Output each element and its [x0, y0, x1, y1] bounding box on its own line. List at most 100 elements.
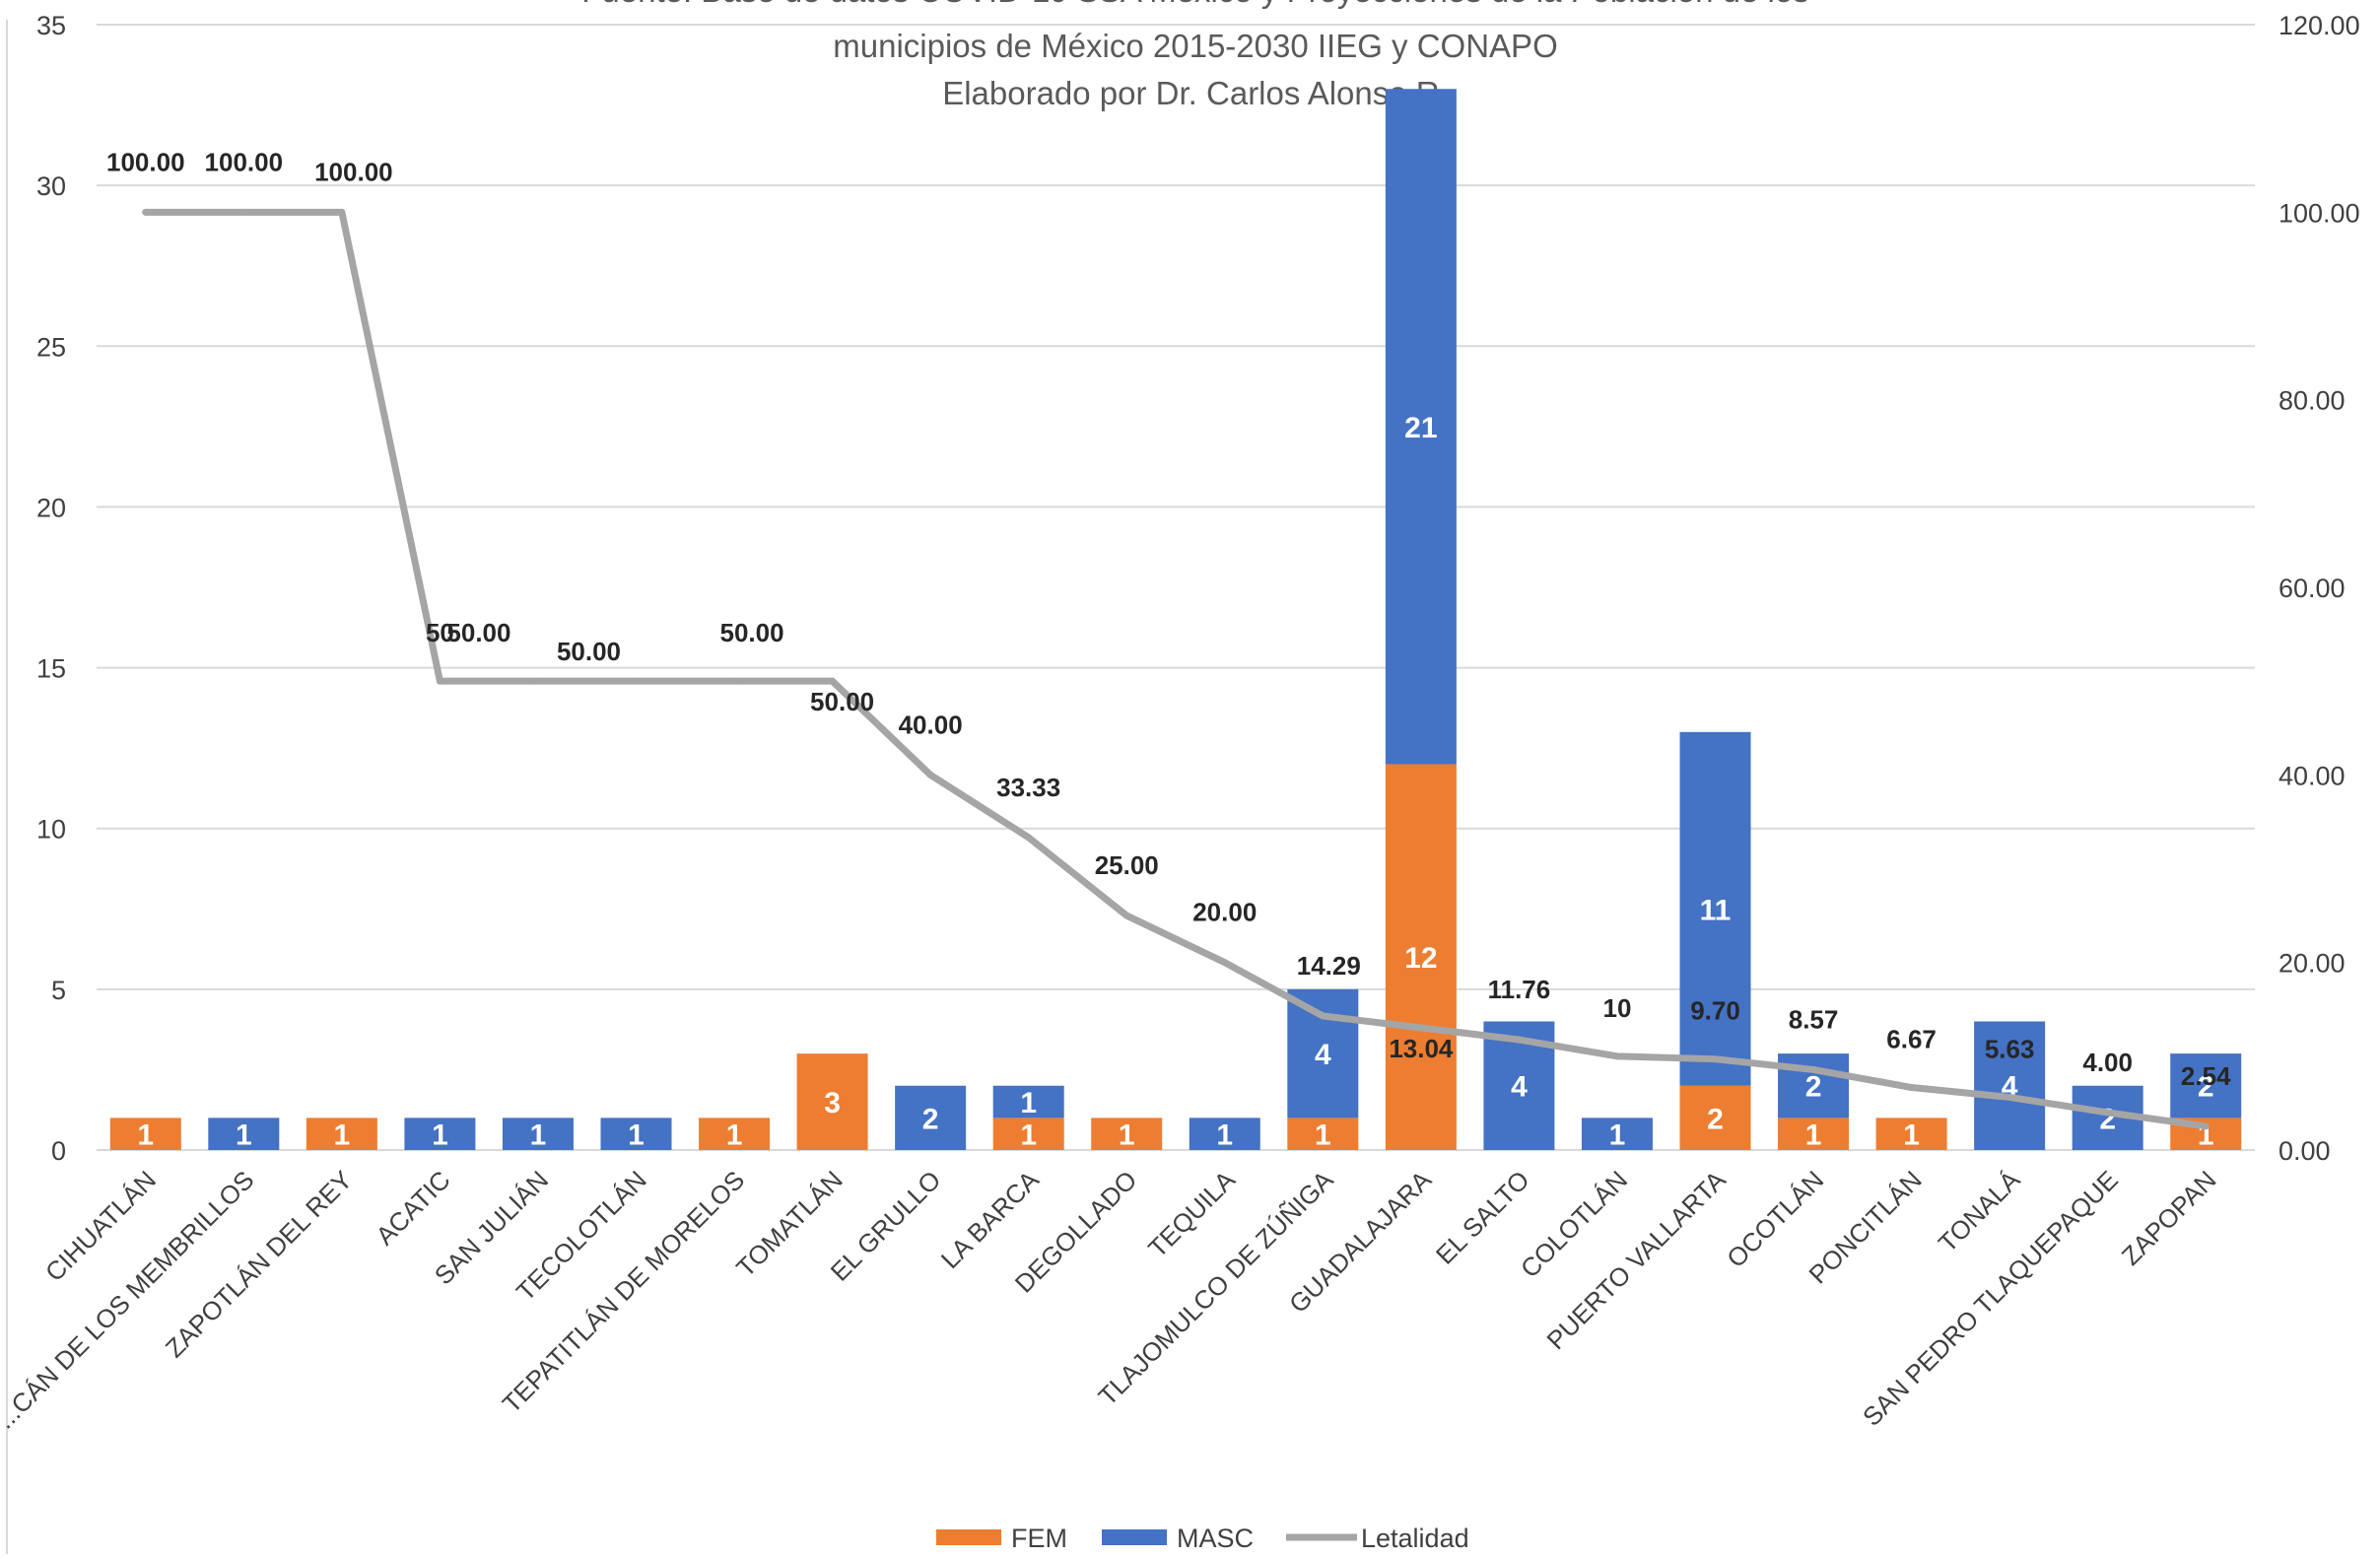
letalidad-value-label: 50.00	[557, 637, 621, 666]
letalidad-point	[534, 677, 542, 685]
letalidad-value-label: 10	[1602, 993, 1631, 1023]
bar-fem	[1679, 1085, 1751, 1150]
letalidad-value-label: 50.00	[720, 618, 784, 647]
letalidad-point	[142, 208, 150, 216]
bar-masc	[404, 1118, 476, 1150]
chart-subtitle: Fuente: Base de datos COVID-19 SSA Méxic…	[581, 0, 1809, 111]
letalidad-value-label: 5.63	[1985, 1034, 2035, 1063]
bar-masc-label: 2	[2198, 1071, 2214, 1104]
legend-label-letalidad: Letalidad	[1361, 1524, 1469, 1553]
subtitle-line: municipios de México 2015-2030 IIEG y CO…	[833, 28, 1558, 64]
letalidad-value-label: 11.76	[1488, 975, 1551, 1004]
legend-swatch-masc	[1102, 1529, 1167, 1545]
letalidad-value-label: 50.00	[810, 687, 874, 716]
bar-masc-label: 4	[1511, 1071, 1528, 1104]
letalidad-value-label: 4.00	[2082, 1048, 2133, 1077]
y-left-tick-label: 10	[36, 815, 66, 845]
category-label: ZAPOPAN	[2116, 1165, 2222, 1271]
letalidad-value-label: 100.00	[106, 147, 185, 176]
bar-fem-label: 1	[1903, 1119, 1920, 1152]
subtitle-line: Fuente: Base de datos COVID-19 SSA Méxic…	[581, 0, 1809, 9]
category-label: ZAPOTLÁN DEL REY	[160, 1165, 358, 1363]
letalidad-point	[338, 208, 346, 216]
axes: 051015202530350.0020.0040.0060.0080.0010…	[0, 11, 2360, 1554]
bar-masc-label: 1	[530, 1119, 547, 1152]
bar-masc-label: 11	[1700, 894, 1732, 926]
y-right-tick-label: 80.00	[2278, 386, 2346, 416]
y-right-tick-label: 0.00	[2278, 1136, 2331, 1166]
y-right-tick-label: 60.00	[2278, 574, 2346, 603]
letalidad-value-label: 100.00	[314, 157, 393, 186]
letalidad-point	[730, 677, 738, 685]
y-right-tick-label: 100.00	[2278, 198, 2360, 228]
bar-fem	[1875, 1118, 1947, 1150]
y-right-tick-label: 40.00	[2278, 761, 2346, 790]
bar-fem	[1287, 1118, 1359, 1150]
bar-masc	[895, 1085, 967, 1150]
bar-fem-label: 1	[137, 1119, 154, 1152]
letalidad-point	[2104, 1109, 2112, 1117]
letalidad-value-label: 9.70	[1690, 996, 1740, 1026]
bar-fem-label: 1	[1315, 1119, 1331, 1152]
letalidad-value-label: 50.00	[446, 618, 510, 647]
bar-masc	[502, 1118, 574, 1150]
letalidad-point	[2006, 1093, 2013, 1101]
bar-masc	[1385, 89, 1457, 765]
bar-masc	[992, 1085, 1064, 1118]
y-left-tick-label: 20	[36, 493, 66, 522]
letalidad-point	[1809, 1065, 1817, 1073]
letalidad-line	[142, 208, 2210, 1130]
legend: FEM MASC Letalidad	[936, 1524, 1469, 1553]
letalidad-point	[1515, 1036, 1523, 1044]
letalidad-point	[1908, 1084, 1916, 1092]
bar-masc	[1581, 1118, 1653, 1150]
letalidad-value-label: 25.00	[1095, 850, 1159, 880]
bar-fem	[1091, 1118, 1163, 1150]
letalidad-point	[829, 677, 837, 685]
subtitle-line: Elaborado por Dr. Carlos Alonso R.	[942, 75, 1449, 111]
bar-masc-label: 2	[922, 1103, 939, 1135]
letalidad-line-layer: 100.00 100.00 100.005050.0050.0050.0050.00…	[106, 147, 2231, 1130]
bar-masc-label: 2	[1805, 1071, 1822, 1104]
bar-fem-label: 2	[1707, 1103, 1724, 1135]
y-left-tick-label: 15	[36, 654, 66, 684]
letalidad-value-label: 8.57	[1789, 1004, 1839, 1034]
bar-masc-label: 1	[432, 1119, 448, 1152]
bar-masc-label: 4	[1315, 1039, 1331, 1071]
legend-label-fem: FEM	[1011, 1524, 1067, 1553]
letalidad-value-label: 6.67	[1886, 1025, 1937, 1054]
bar-masc	[1189, 1118, 1260, 1150]
bar-masc	[208, 1118, 280, 1150]
category-label: TEQUILA	[1142, 1165, 1241, 1263]
letalidad-point	[1417, 1024, 1425, 1032]
bar-masc	[600, 1118, 672, 1150]
category-label: TONALÁ	[1933, 1165, 2026, 1258]
legend-label-masc: MASC	[1177, 1524, 1254, 1553]
bar-masc	[1287, 988, 1359, 1118]
bar-fem-label: 1	[1020, 1119, 1037, 1152]
letalidad-point	[926, 771, 934, 779]
bar-masc-label: 2	[2099, 1103, 2116, 1135]
y-right-tick-label: 120.00	[2278, 11, 2360, 40]
bar-masc-label: 1	[236, 1119, 252, 1152]
letalidad-point	[633, 677, 640, 685]
category-label: EL SALTO	[1430, 1165, 1535, 1270]
category-label: ACATIC	[370, 1165, 455, 1251]
bar-fem	[992, 1118, 1064, 1150]
letalidad-point	[1122, 912, 1130, 919]
letalidad-value-label: 2.54	[2181, 1061, 2231, 1091]
bar-fem-label: 1	[1119, 1119, 1135, 1152]
bar-fem-label: 3	[824, 1087, 841, 1119]
letalidad-point	[436, 677, 443, 685]
bar-fem	[796, 1053, 868, 1150]
letalidad-point	[1025, 834, 1033, 842]
bar-masc-label: 21	[1404, 412, 1437, 444]
bar-masc-label: 1	[1020, 1087, 1037, 1119]
letalidad-point	[239, 208, 247, 216]
letalidad-point	[1712, 1055, 1719, 1063]
bar-masc	[1679, 731, 1751, 1086]
bar-fem	[306, 1118, 377, 1150]
letalidad-value-label: 14.29	[1297, 951, 1361, 981]
y-left-tick-label: 30	[36, 171, 66, 201]
bar-fem-label: 1	[334, 1119, 351, 1152]
